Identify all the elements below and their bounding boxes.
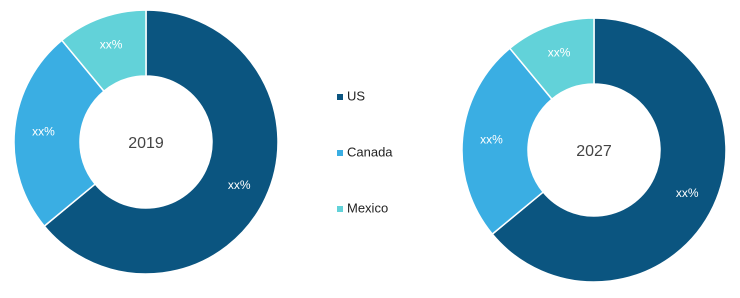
slice: [60, 9, 147, 93]
slice: [461, 47, 553, 236]
value-label: xx%: [100, 37, 123, 51]
legend-swatch: [337, 206, 343, 212]
value-label: xx%: [480, 132, 503, 146]
value-label: xx%: [32, 124, 55, 138]
center-label: 2019: [128, 135, 164, 152]
slice: [13, 39, 105, 228]
value-label: xx%: [676, 186, 699, 200]
center-label: 2027: [576, 143, 612, 160]
slice: [43, 9, 279, 275]
value-label: xx%: [228, 178, 251, 192]
value-label: xx%: [548, 45, 571, 59]
legend-label: Canada: [347, 144, 393, 159]
slice: [491, 17, 727, 283]
legend-swatch: [337, 150, 343, 156]
legend-swatch: [337, 94, 343, 100]
legend-label: Mexico: [347, 200, 388, 215]
legend-label: US: [347, 88, 365, 103]
slice: [508, 17, 595, 101]
